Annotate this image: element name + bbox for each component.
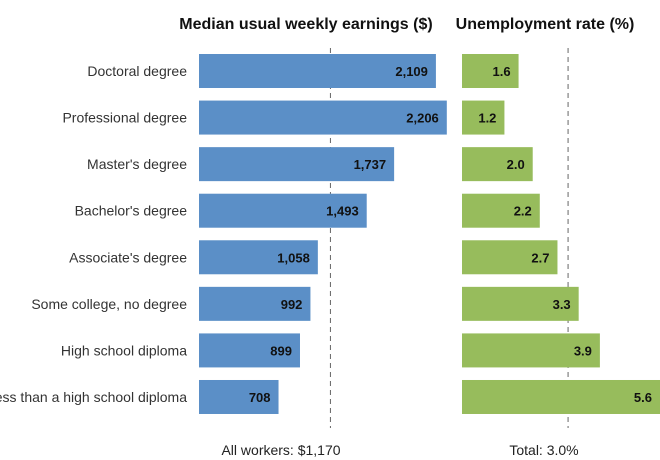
unemployment-bar-some-college-no-degree (462, 286, 579, 321)
earnings-bar-associate-s-degree (199, 240, 318, 275)
earnings-bar-less-than-a-high-school-diploma (199, 379, 279, 414)
unemployment-bar-associate-s-degree (462, 240, 558, 275)
unemployment-bar-high-school-diploma (462, 333, 600, 368)
unemployment-bar-professional-degree (462, 100, 505, 135)
unemployment-value-label-professional-degree: 1.2 (478, 111, 496, 126)
earnings-value-label-associate-s-degree: 1,058 (277, 250, 310, 265)
unemployment-value-label-some-college-no-degree: 3.3 (553, 297, 571, 312)
earnings-value-label-bachelor-s-degree: 1,493 (326, 204, 359, 219)
earnings-bar-professional-degree (199, 100, 447, 135)
category-label-bachelor-s-degree: Bachelor's degree (75, 203, 188, 219)
unemployment-value-label-high-school-diploma: 3.9 (574, 343, 592, 358)
earnings-value-label-professional-degree: 2,206 (406, 111, 439, 126)
earnings-value-label-doctoral-degree: 2,109 (395, 64, 428, 79)
earnings-value-label-some-college-no-degree: 992 (281, 297, 303, 312)
unemployment-value-label-less-than-a-high-school-diploma: 5.6 (634, 390, 652, 405)
unemployment-bar-master-s-degree (462, 147, 533, 182)
earnings-bar-bachelor-s-degree (199, 193, 367, 228)
unemployment-value-label-master-s-degree: 2.0 (507, 157, 525, 172)
earnings-bars-group: 2,109 2,206 1,737 1,493 1,058 992 899 708 (199, 48, 447, 428)
earnings-bar-doctoral-degree (199, 54, 436, 88)
earnings-reference-label: All workers: $1,170 (221, 442, 340, 458)
unemployment-value-label-bachelor-s-degree: 2.2 (514, 204, 532, 219)
earnings-panel-title: Median usual weekly earnings ($) (179, 16, 432, 33)
earnings-value-label-master-s-degree: 1,737 (354, 157, 387, 172)
unemployment-value-label-associate-s-degree: 2.7 (531, 250, 549, 265)
category-label-high-school-diploma: High school diploma (61, 342, 187, 358)
unemployment-bar-doctoral-degree (462, 54, 519, 88)
category-label-professional-degree: Professional degree (62, 110, 187, 126)
earnings-value-label-less-than-a-high-school-diploma: 708 (249, 390, 271, 405)
unemployment-value-label-doctoral-degree: 1.6 (492, 64, 510, 79)
category-label-master-s-degree: Master's degree (87, 156, 187, 172)
category-label-less-than-a-high-school-diploma: Less than a high school diploma (0, 389, 187, 405)
unemployment-reference-label: Total: 3.0% (509, 442, 578, 458)
category-label-associate-s-degree: Associate's degree (69, 249, 187, 265)
category-label-doctoral-degree: Doctoral degree (87, 63, 187, 79)
category-label-some-college-no-degree: Some college, no degree (31, 296, 187, 312)
earnings-bar-master-s-degree (199, 147, 395, 182)
category-labels-group: Doctoral degree Professional degree Master… (0, 63, 187, 405)
unemployment-panel-title: Unemployment rate (%) (456, 16, 635, 33)
unemployment-bars-group: 1.6 1.2 2.0 2.2 2.7 3.3 3.9 5.6 (462, 48, 660, 428)
unemployment-bar-less-than-a-high-school-diploma (462, 379, 660, 414)
earnings-bar-some-college-no-degree (199, 286, 311, 321)
unemployment-bar-bachelor-s-degree (462, 193, 540, 228)
earnings-bar-high-school-diploma (199, 333, 300, 368)
earnings-value-label-high-school-diploma: 899 (270, 343, 292, 358)
